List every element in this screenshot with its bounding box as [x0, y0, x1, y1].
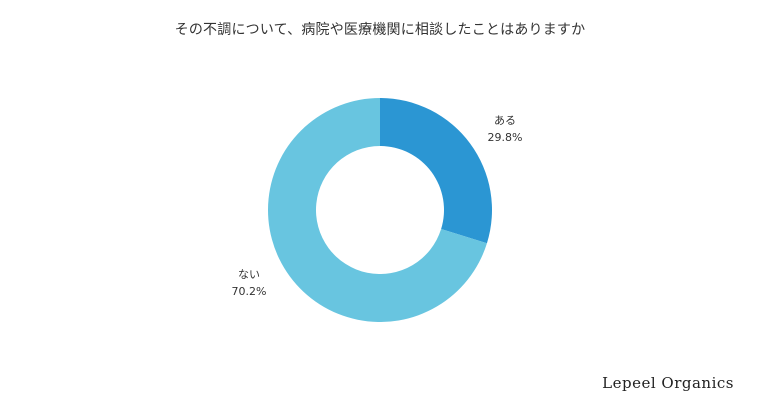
brand-logo: Lepeel Organics [602, 374, 734, 392]
slice-category-label: ある [494, 114, 516, 127]
donut-slice-yes [380, 98, 492, 244]
donut-slice-no [268, 98, 487, 322]
chart-title: その不調について、病院や医療機関に相談したことはありますか [174, 22, 586, 38]
slice-labels: ある 29.8% ない 70.2% [232, 114, 523, 298]
donut-slices [268, 98, 492, 322]
slice-value-label: 70.2% [232, 285, 267, 298]
slice-category-label: ない [238, 268, 260, 281]
slice-value-label: 29.8% [488, 131, 523, 144]
